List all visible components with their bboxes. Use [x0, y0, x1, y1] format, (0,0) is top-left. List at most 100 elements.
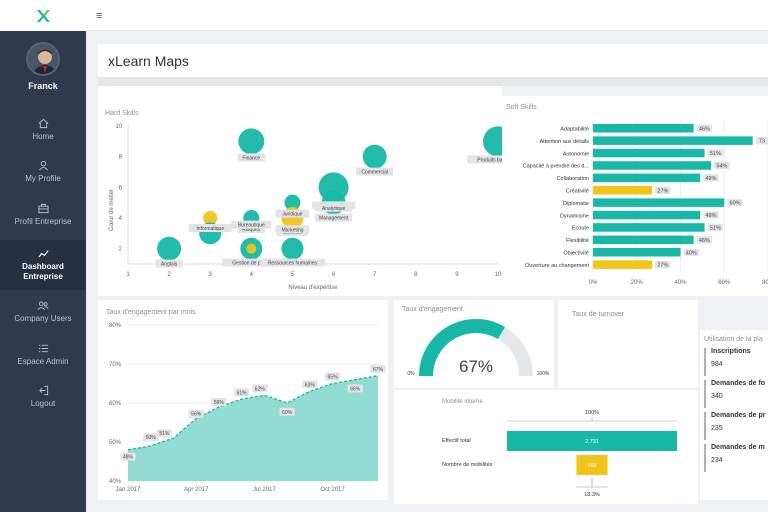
scatter-point-label-bg: [315, 203, 353, 212]
bar-value-bg: [655, 186, 671, 194]
bar-value-label: 54%: [716, 164, 727, 170]
gauge-value: 67%: [459, 357, 493, 376]
bar-value-bg: [683, 248, 700, 256]
bar-value-bg: [696, 124, 713, 132]
scatter-point-label: Commercial: [361, 170, 388, 176]
scatter-point-label-bg: [315, 213, 353, 222]
scatter-point[interactable]: [284, 194, 301, 211]
platform-usage-label: Demandes de pr: [711, 412, 766, 419]
bar-category-label: Ecoute: [572, 226, 589, 232]
data-label-bg: [156, 429, 173, 438]
platform-usage-label: Demandes de m: [711, 444, 765, 451]
funnel-bar-value: 499: [587, 463, 596, 469]
engagement-month-title: Taux d'engagement par mois: [106, 309, 196, 316]
bar[interactable]: [593, 161, 712, 170]
engagement-month-chart: 40% 50% 60% 70% 80% Jan 2017 Apr 2017 Jul 2017 O…: [109, 323, 386, 493]
scatter-point-label-bg: [275, 209, 310, 218]
list-icon: [38, 344, 48, 353]
bar-category-label: Collaboration: [557, 176, 589, 182]
scatter-point[interactable]: [238, 128, 265, 155]
scatter-point[interactable]: [362, 144, 387, 169]
bar[interactable]: [593, 124, 694, 133]
scatter-point-label: Management: [319, 216, 349, 222]
platform-usage-item: Inscriptions 984: [704, 348, 768, 376]
scatter-point[interactable]: [483, 126, 502, 157]
y-tick-label: 50%: [109, 440, 122, 446]
bar-category-label: Autonomie: [563, 151, 589, 157]
bar-category-label: Capacité à prendre des d...: [523, 164, 590, 170]
nav-item-home[interactable]: Home: [0, 118, 86, 148]
bar[interactable]: [593, 186, 653, 195]
x-tick-label: Oct 2017: [320, 487, 345, 493]
bar[interactable]: [593, 198, 725, 207]
funnel-bar[interactable]: [576, 455, 608, 475]
bar-value-label: 27%: [657, 188, 668, 194]
bar-value-bg: [755, 136, 768, 145]
home-icon: [38, 118, 48, 129]
data-label: 51%: [159, 431, 170, 437]
mobility-top-label: 100%: [585, 410, 599, 416]
data-label: 67%: [373, 367, 384, 373]
nav-item-logout[interactable]: Logout: [0, 385, 86, 415]
nav-item-dashboard-entreprise[interactable]: Dashboard Entreprise: [0, 240, 86, 290]
scatter-point-label-bg: [237, 153, 266, 162]
hard-skills-chart: 1 2 3 4 5 6 7 8 9 10 2 4 6 8 10 Finance Produits bancai…: [109, 124, 502, 291]
x-tick-label: 7: [373, 272, 377, 278]
x-tick-label: Jan 2017: [116, 487, 141, 493]
scatter-point-label: Ressources humaines: [268, 261, 318, 267]
y-tick-label: 8: [119, 155, 123, 161]
bar[interactable]: [593, 136, 753, 145]
app-logo[interactable]: [0, 0, 86, 31]
scatter-point-label: Juridique: [282, 212, 303, 218]
funnel-bar[interactable]: [507, 431, 677, 451]
bar-value-bg: [727, 198, 743, 207]
y-tick-label: 60%: [109, 401, 122, 407]
scatter-point-label-bg: [155, 259, 183, 268]
y-tick-label: 80%: [109, 323, 122, 329]
x-tick-label: 2: [167, 272, 171, 278]
data-label: 50%: [146, 435, 157, 441]
scatter-point-label-bg: [231, 220, 272, 229]
platform-usage-item: Demandes de pr 235: [704, 412, 768, 440]
nav-item-label: Home: [32, 132, 54, 141]
bar[interactable]: [593, 148, 705, 158]
scatter-point[interactable]: [246, 243, 257, 254]
mobility-panel: Mobilité interne 100% 18.3% Effectif tot…: [394, 390, 698, 504]
bar[interactable]: [593, 235, 694, 245]
bar[interactable]: [593, 260, 653, 269]
bar[interactable]: [593, 210, 701, 220]
bar-value-bg: [707, 223, 724, 232]
platform-usage-value: 984: [711, 361, 723, 368]
funnel-row-label: Nombre de mobilités: [442, 462, 493, 468]
nav-item-profil-entreprise[interactable]: Profil Entreprise: [0, 203, 86, 233]
bar-value-bg: [707, 149, 724, 157]
scatter-point-label: Anglais: [161, 262, 178, 268]
platform-usage-label: Inscriptions: [711, 348, 751, 355]
bar-category-label: Attention aux détails: [539, 139, 589, 145]
bar-value-bg: [703, 211, 719, 219]
area-series: [128, 375, 378, 481]
data-label-bg: [120, 452, 136, 461]
data-label: 66%: [350, 386, 361, 392]
menu-toggle-icon[interactable]: ≡: [96, 10, 103, 22]
nav-item-company-users[interactable]: Company Users: [0, 300, 86, 330]
scatter-point[interactable]: [281, 237, 304, 260]
bar[interactable]: [593, 173, 701, 183]
nav-item-espace-admin[interactable]: Espace Admin: [0, 343, 86, 373]
platform-usage-value: 235: [711, 425, 723, 432]
scatter-point[interactable]: [203, 211, 218, 225]
header-divider: [98, 77, 768, 86]
bar-category-label: Objectivité: [563, 251, 589, 257]
bar[interactable]: [593, 223, 705, 232]
bar-value-label: 49%: [705, 213, 716, 219]
avatar[interactable]: [26, 42, 60, 76]
nav-item-my-profile[interactable]: My Profile: [0, 160, 86, 190]
data-label-bg: [302, 380, 318, 389]
data-label-bg: [347, 384, 363, 393]
scatter-point[interactable]: [157, 236, 182, 261]
bar[interactable]: [593, 248, 681, 257]
data-label-bg: [279, 407, 295, 416]
scatter-point-label: Marketing: [281, 227, 303, 233]
x-tick-label: 6: [332, 272, 336, 278]
hard-skills-panel: Hard Skills 1 2 3 4 5 6 7 8 9 10 2 4 6 8 10 Finance Pro…: [98, 86, 502, 296]
